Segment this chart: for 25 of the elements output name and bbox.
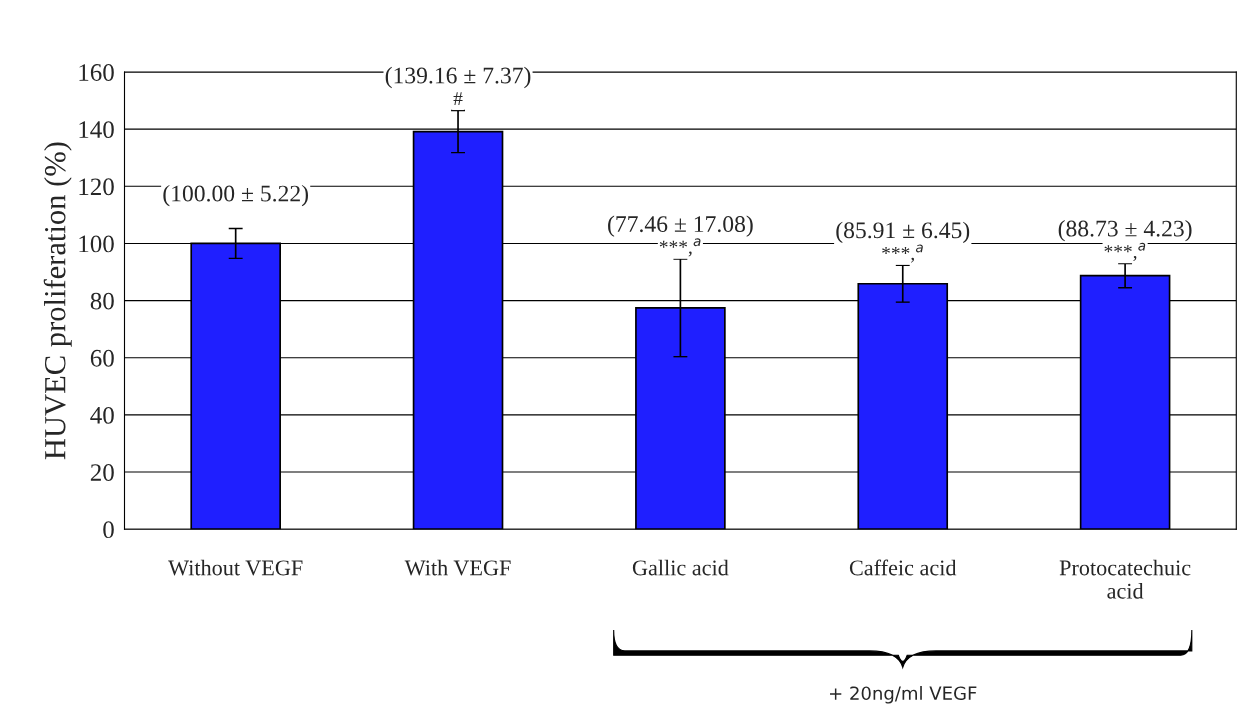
annotation: ***,$^{a}$ [882, 244, 923, 263]
y-axis-title: HUVEC proliferation (%) [43, 142, 72, 460]
data-label: (77.46 ± 17.08) [608, 215, 753, 237]
x-tick-label: Gallic acid [632, 559, 729, 576]
x-tick-label: Protocatechuic acid [1059, 559, 1191, 599]
data-label: (85.91 ± 6.45) [836, 221, 970, 244]
annotation: # [453, 92, 463, 105]
text: + 20ng/ml VEGF [830, 686, 977, 704]
annotation: ***,$^{a}$ [1104, 242, 1146, 261]
y-tick-label: 80 [90, 292, 114, 310]
data-label: (139.16 ± 7.37) [385, 66, 531, 89]
y-tick-label: 160 [79, 64, 114, 81]
data-label: (100.00 ± 5.22) [163, 184, 309, 207]
data-label: (88.73 ± 4.23) [1058, 219, 1192, 242]
y-tick-label: 40 [90, 406, 114, 424]
x-tick-label: Caffeic acid [849, 559, 957, 576]
y-tick-label: 20 [90, 464, 114, 481]
x-tick-label: With VEGF [404, 559, 511, 576]
y-tick-label: 100 [79, 235, 114, 253]
y-tick-label: 120 [79, 178, 114, 196]
y-tick-label: 0 [103, 521, 114, 539]
y-tick-label: 140 [79, 121, 114, 139]
y-tick-label: 60 [90, 349, 114, 367]
annotation: ***,$^{a}$ [659, 238, 701, 257]
x-tick-label: Without VEGF [168, 559, 303, 576]
